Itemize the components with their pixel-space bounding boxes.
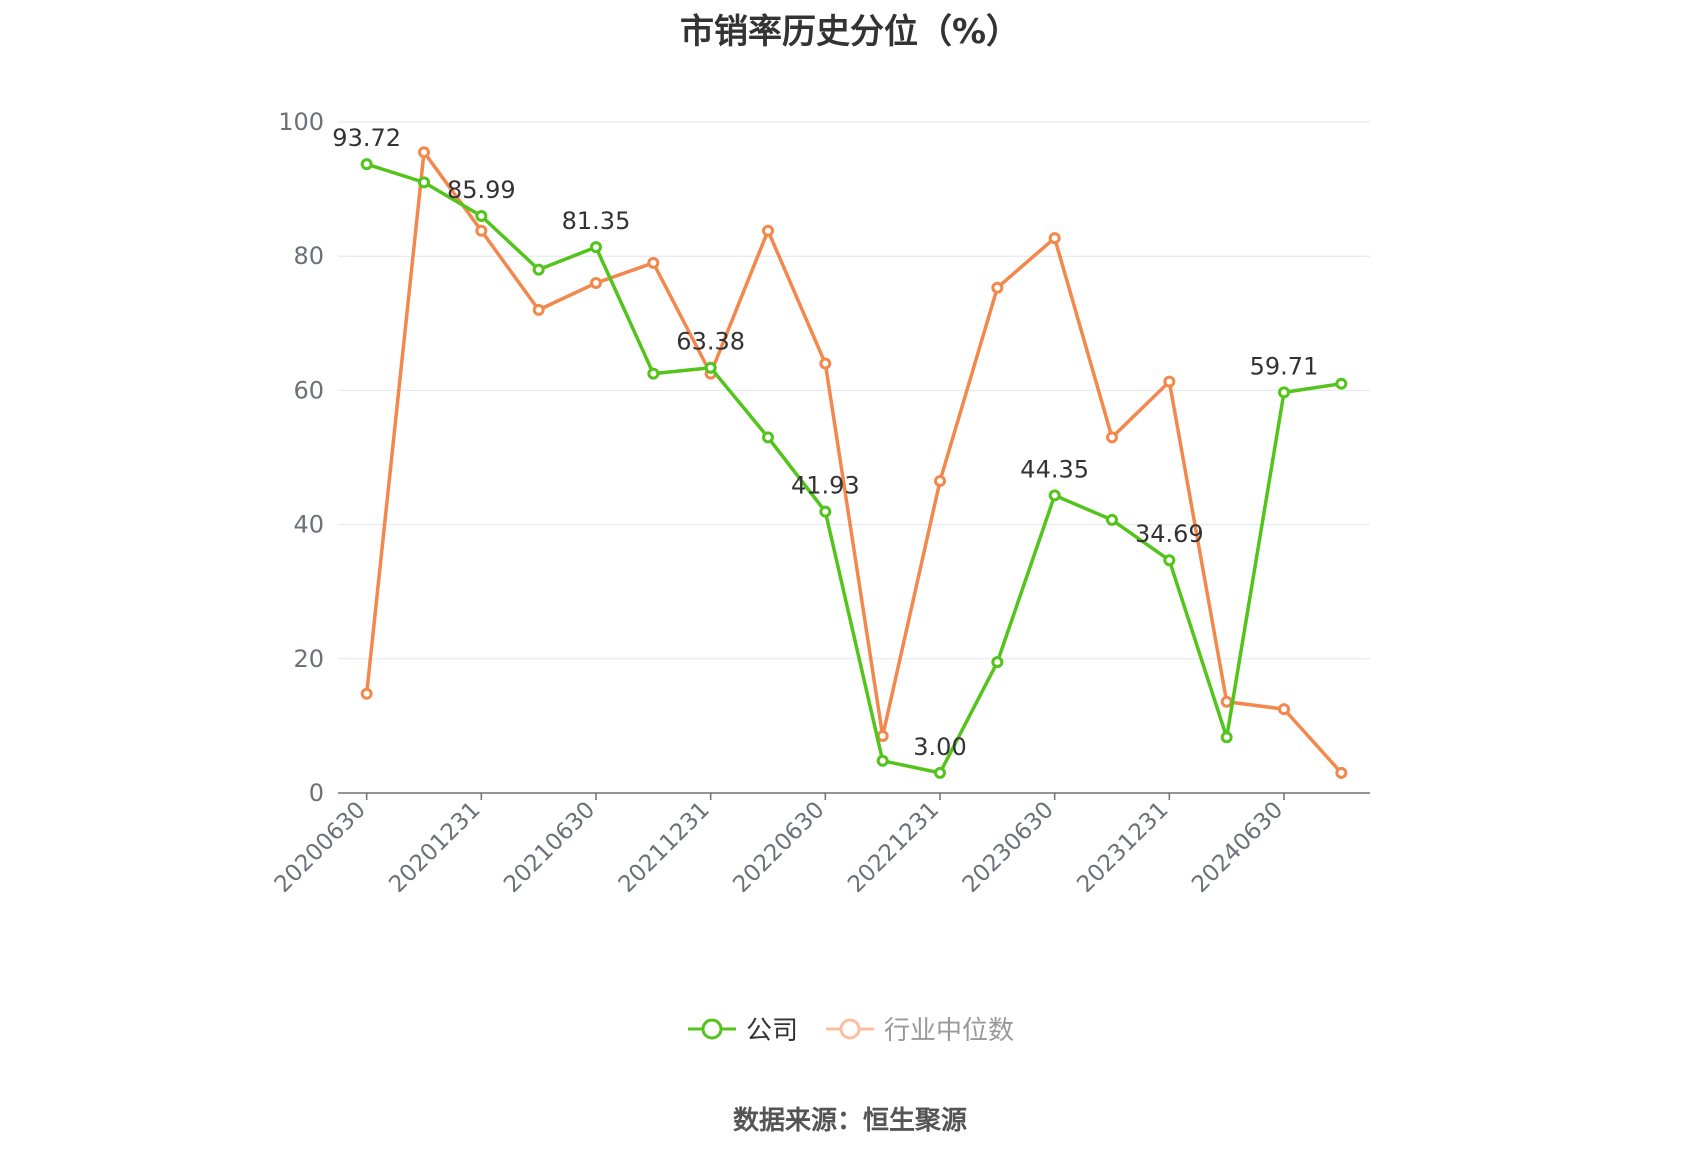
- data-point: [418, 146, 430, 159]
- data-point: [762, 431, 774, 444]
- x-tick-label: 20240630: [1187, 797, 1288, 898]
- y-tick-label: 100: [278, 108, 324, 136]
- data-label: 85.99: [447, 176, 516, 204]
- series-line: [364, 150, 1343, 775]
- data-source: 数据来源：恒生聚源: [732, 1106, 967, 1136]
- data-point: [475, 210, 488, 223]
- data-point: [1106, 513, 1118, 526]
- data-point: [647, 367, 660, 380]
- data-point: [876, 754, 889, 767]
- data-point: [876, 729, 889, 742]
- data-point: [532, 263, 545, 276]
- grid-lines: [338, 121, 1370, 660]
- data-point: [532, 303, 545, 316]
- x-tick-label: 20220630: [728, 797, 829, 898]
- data-point: [1278, 386, 1290, 399]
- data-point: [1335, 766, 1348, 779]
- x-tick-label: 20211231: [614, 797, 715, 898]
- legend-label-industry-median: 行业中位数: [884, 1016, 1015, 1046]
- y-tick-label: 80: [293, 242, 324, 270]
- legend-item-industry-median[interactable]: 行业中位数: [824, 1010, 1014, 1047]
- x-tick-label: 20231231: [1072, 797, 1173, 898]
- data-label: 93.72: [332, 124, 401, 152]
- x-tick-label: 20230630: [958, 797, 1059, 898]
- y-axis: 0 20 40 60 80 100: [278, 108, 324, 807]
- data-point: [360, 687, 373, 700]
- data-point: [1220, 695, 1233, 708]
- data-point: [991, 656, 1004, 669]
- data-label: 41.93: [791, 472, 860, 500]
- data-point: [1106, 431, 1118, 444]
- y-tick-label: 40: [293, 511, 324, 539]
- data-point: [819, 357, 832, 370]
- y-tick-label: 60: [293, 376, 324, 404]
- data-label: 3.00: [913, 733, 966, 761]
- x-tick-label: 20221231: [843, 797, 944, 898]
- y-tick-label: 20: [293, 645, 324, 673]
- legend-marker-company: [687, 1018, 736, 1039]
- data-point: [1335, 377, 1348, 390]
- data-label: 63.38: [676, 328, 745, 356]
- data-label: 34.69: [1135, 520, 1204, 548]
- x-tick-label: 20201231: [384, 797, 485, 898]
- data-point: [360, 158, 373, 171]
- series-layer: [360, 146, 1348, 779]
- y-tick-label: 0: [309, 779, 324, 807]
- data-point: [475, 224, 488, 237]
- data-label: 59.71: [1250, 352, 1319, 380]
- legend-item-company[interactable]: 公司: [686, 1010, 798, 1047]
- data-point: [991, 281, 1004, 294]
- x-tick-label: 20210630: [499, 797, 600, 898]
- data-point: [1278, 703, 1290, 716]
- data-point: [1163, 554, 1176, 567]
- data-point: [934, 474, 946, 487]
- data-labels: 93.72 85.99 81.35 63.38 41.93 3.00 44.35 34.69 5…: [332, 124, 1318, 761]
- legend: 公司 行业中位数: [0, 1010, 1700, 1047]
- data-point: [1048, 489, 1061, 502]
- data-point: [934, 766, 946, 779]
- x-axis: 20200630 20201231 20210630 20211231 20220630…: [270, 792, 1370, 898]
- series-line: [366, 162, 1342, 775]
- data-point: [704, 361, 717, 374]
- data-point: [762, 224, 774, 237]
- data-point: [1163, 375, 1176, 388]
- data-label: 81.35: [562, 207, 631, 235]
- data-point: [590, 277, 602, 290]
- data-point: [647, 256, 660, 269]
- legend-label-company: 公司: [745, 1016, 798, 1046]
- legend-marker-industry-median: [826, 1018, 874, 1039]
- data-point: [819, 505, 832, 518]
- data-point: [1048, 232, 1061, 245]
- data-point: [1220, 731, 1233, 744]
- data-point: [590, 241, 602, 254]
- data-label: 44.35: [1020, 455, 1089, 483]
- chart-title: 市销率历史分位（%）: [679, 12, 1021, 52]
- x-tick-label: 20200630: [270, 797, 371, 898]
- data-point: [418, 176, 430, 189]
